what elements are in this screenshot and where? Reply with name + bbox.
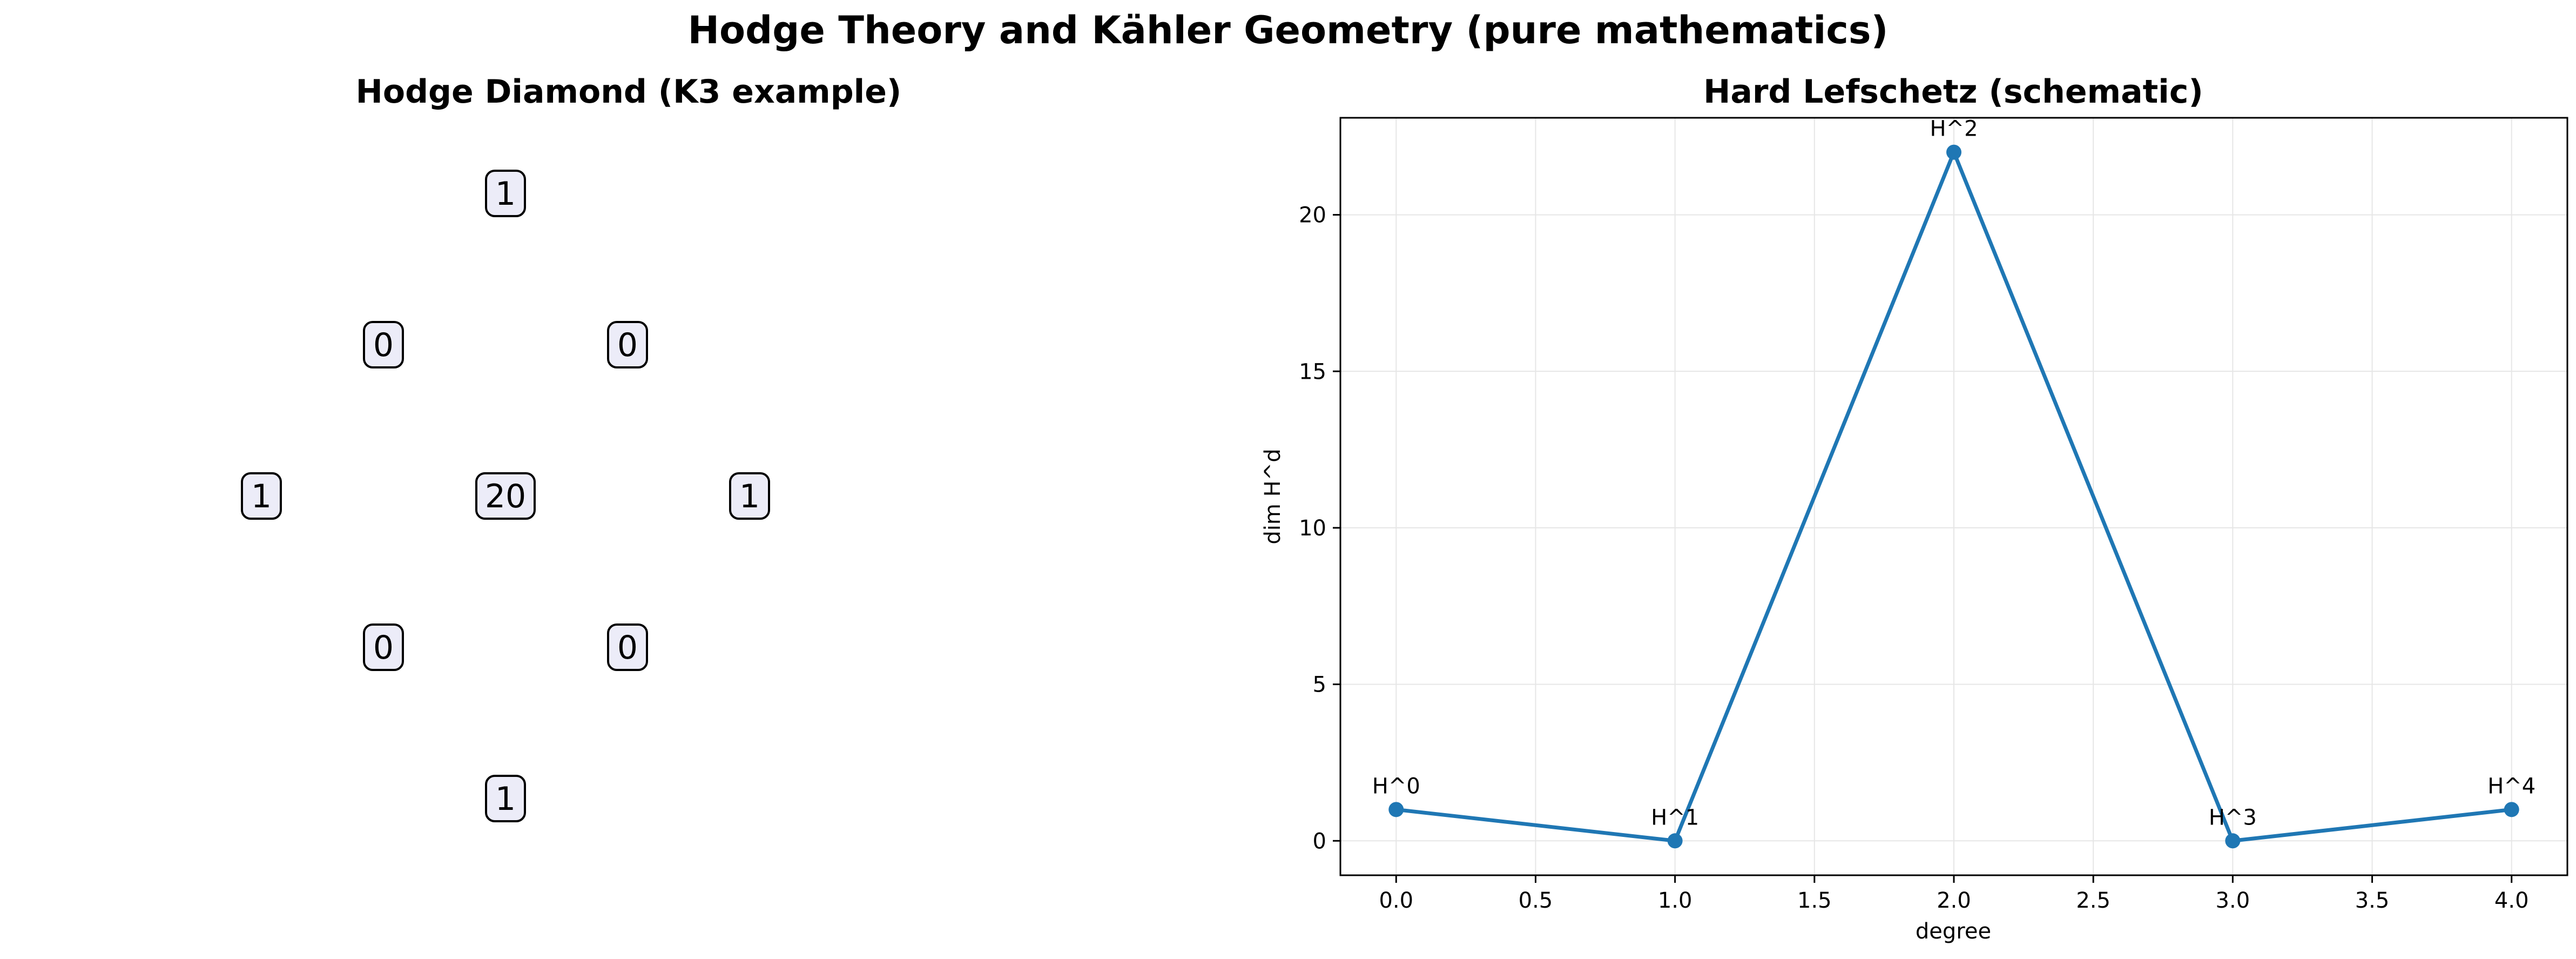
y-tick-label: 10 xyxy=(1299,516,1326,541)
hodge-node-value: 1 xyxy=(495,780,516,818)
hodge-node-box xyxy=(485,775,526,822)
hodge-node-box xyxy=(363,321,404,368)
data-point-label: H^1 xyxy=(1651,805,1699,830)
hodge-node: 0 xyxy=(607,321,648,368)
hodge-node-value: 1 xyxy=(495,175,516,213)
hodge-node: 0 xyxy=(607,623,648,671)
hodge-node-box xyxy=(607,623,648,671)
x-tick-label: 2.0 xyxy=(1937,888,1971,913)
hodge-node-value: 0 xyxy=(373,629,394,667)
data-point xyxy=(2504,802,2519,817)
data-point xyxy=(2225,833,2241,849)
hodge-node: 1 xyxy=(485,775,526,822)
hodge-node-box xyxy=(485,170,526,217)
y-axis-label: dim H^d xyxy=(1260,448,1285,544)
data-point xyxy=(1946,144,1961,160)
hodge-node-value: 0 xyxy=(373,326,394,364)
hodge-diamond-nodes: 10 01 20 10 01 xyxy=(241,170,770,822)
point-labels: H^0 H^1 H^2 H^3 H^4 xyxy=(1372,117,2536,830)
hodge-node-value: 1 xyxy=(739,478,760,515)
x-tick-label: 0.0 xyxy=(1379,888,1413,913)
x-tick-label: 3.0 xyxy=(2216,888,2250,913)
hodge-node-value: 20 xyxy=(485,478,526,515)
x-axis-label: degree xyxy=(1916,919,1991,944)
x-tick-label: 3.5 xyxy=(2355,888,2390,913)
data-point-label: H^0 xyxy=(1372,774,1420,799)
y-tick-label: 0 xyxy=(1313,829,1326,854)
hodge-node-value: 1 xyxy=(251,478,272,515)
data-point-label: H^2 xyxy=(1930,117,1978,142)
data-point xyxy=(1667,833,1683,849)
x-tick-label: 4.0 xyxy=(2494,888,2529,913)
hodge-node: 0 xyxy=(363,623,404,671)
data-point-label: H^4 xyxy=(2487,774,2535,799)
hodge-node-box xyxy=(363,623,404,671)
hodge-diamond-panel: Hodge Diamond (K3 example) 10 01 20 10 01 xyxy=(241,73,902,822)
hodge-node-box xyxy=(607,321,648,368)
hodge-node: 20 xyxy=(475,472,536,520)
hodge-node: 0 xyxy=(363,321,404,368)
hodge-diamond-title: Hodge Diamond (K3 example) xyxy=(356,73,902,111)
x-tick-label: 2.5 xyxy=(2076,888,2110,913)
series-layer xyxy=(1388,144,2519,849)
hodge-node-value: 0 xyxy=(617,326,638,364)
hard-lefschetz-panel: Hard Lefschetz (schematic) 0.0 0.5 1.0 1.5 2… xyxy=(1260,73,2568,944)
hodge-node-box xyxy=(729,472,770,520)
y-tick-label: 5 xyxy=(1313,673,1326,698)
hodge-node-box xyxy=(475,472,536,520)
y-axis-ticks: 0 5 10 15 20 xyxy=(1299,203,1340,854)
hodge-node-value: 0 xyxy=(617,629,638,667)
hodge-node: 1 xyxy=(241,472,282,520)
data-point-label: H^3 xyxy=(2209,805,2257,830)
y-tick-label: 20 xyxy=(1299,203,1326,228)
hodge-node: 1 xyxy=(485,170,526,217)
hard-lefschetz-title: Hard Lefschetz (schematic) xyxy=(1703,73,2203,111)
hodge-node-box xyxy=(241,472,282,520)
figure-title: Hodge Theory and Kähler Geometry (pure m… xyxy=(687,8,1888,52)
x-tick-label: 1.0 xyxy=(1658,888,1692,913)
y-tick-label: 15 xyxy=(1299,359,1326,384)
data-point xyxy=(1388,802,1404,817)
hodge-node: 1 xyxy=(729,472,770,520)
x-tick-label: 1.5 xyxy=(1797,888,1832,913)
x-tick-label: 0.5 xyxy=(1519,888,1553,913)
grid-lines xyxy=(1340,118,2567,875)
x-axis-ticks: 0.0 0.5 1.0 1.5 2.0 2.5 3.0 3.5 4.0 xyxy=(1379,875,2529,913)
